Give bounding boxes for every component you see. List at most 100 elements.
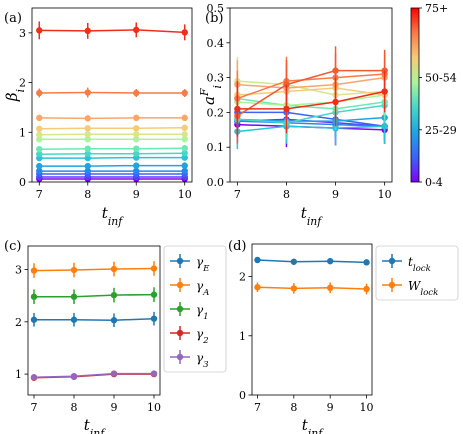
data-point <box>181 149 188 157</box>
data-point <box>133 167 140 175</box>
data-point <box>30 316 38 323</box>
axes-frame <box>31 7 193 183</box>
legend-label: γ3 <box>196 351 209 370</box>
data-point <box>150 291 158 298</box>
y-axis-label: aFi <box>198 85 224 105</box>
data-point <box>133 89 140 97</box>
series-line <box>257 286 367 290</box>
series-line <box>33 267 155 272</box>
data-point <box>181 29 188 36</box>
x-axis-label: tinf <box>302 416 324 434</box>
data-point <box>181 114 188 122</box>
panel-1: 7 8 9 10 0 1 2 3(a) tinf βi <box>3 7 193 228</box>
series-line <box>39 127 185 130</box>
data-point <box>84 125 91 132</box>
series-3 <box>30 287 158 305</box>
data-point <box>110 291 118 299</box>
data-point <box>36 114 43 122</box>
x-tick-label: 9 <box>332 188 339 201</box>
series-line <box>33 372 154 378</box>
data-point <box>84 145 91 152</box>
y-tick-label: 1 <box>239 330 246 343</box>
data-point <box>181 89 188 97</box>
data-point <box>363 285 370 293</box>
series-line <box>39 156 185 159</box>
data-point <box>234 105 241 113</box>
series-line <box>39 164 185 167</box>
data-point <box>133 26 140 34</box>
colorbar <box>410 7 420 183</box>
series-line <box>237 120 385 128</box>
panel-label: (d) <box>228 239 246 254</box>
data-point <box>332 67 339 74</box>
data-point <box>150 315 158 322</box>
data-point <box>133 136 140 143</box>
series-line <box>257 259 367 264</box>
x-tick-label: 8 <box>71 401 78 414</box>
data-point <box>36 162 43 170</box>
data-point <box>36 89 43 97</box>
y-tick-label: 2 <box>239 271 246 284</box>
data-point <box>84 136 91 143</box>
data-point <box>133 150 140 157</box>
legend-box <box>375 245 459 301</box>
data-point <box>133 145 140 152</box>
legend-entry: γ2 <box>170 326 209 346</box>
data-point <box>110 265 118 273</box>
data-point <box>133 114 140 122</box>
axes-frame <box>229 7 393 183</box>
data-point <box>290 285 298 292</box>
panel-label: (b) <box>205 11 223 26</box>
data-point <box>84 131 91 138</box>
y-tick-label: 3 <box>19 27 26 40</box>
data-point <box>110 317 118 324</box>
series-line <box>237 76 385 89</box>
series-2 <box>254 282 370 295</box>
x-tick-label: 7 <box>31 401 38 414</box>
y-tick-label: 0.0 <box>207 176 225 189</box>
series-8 <box>36 144 188 153</box>
data-point <box>254 256 261 264</box>
y-tick-label: 1 <box>15 368 22 381</box>
legend-entry: γ1 <box>170 302 209 322</box>
y-tick-label: 0.2 <box>207 106 225 119</box>
legend-label: γ2 <box>196 327 209 346</box>
data-point <box>84 150 91 157</box>
data-point <box>84 89 91 96</box>
legend-entry: Wlock <box>382 278 438 298</box>
legend-entry: γE <box>170 254 210 274</box>
colorbar-label: 50-54 <box>425 72 457 85</box>
series-15 <box>234 70 388 137</box>
x-tick-label: 8 <box>283 188 290 201</box>
data-point <box>84 115 91 122</box>
legend-marker <box>388 257 396 265</box>
legend: γE γA γ1 γ2 γ3 <box>163 245 227 373</box>
panel-4: 7 8 9 10 0 1 2 (d) tinf tlock Wlock <box>228 239 459 434</box>
x-tick-label: 10 <box>178 188 192 201</box>
y-tick-label: 2 <box>19 77 26 90</box>
legend-label: γE <box>196 255 210 274</box>
colorbar-label: 25-29 <box>425 124 457 137</box>
legend-label: γ1 <box>196 303 209 322</box>
data-point <box>84 162 91 170</box>
series-10 <box>36 131 188 138</box>
data-point <box>150 265 158 272</box>
data-point <box>381 88 388 95</box>
series-14 <box>36 21 188 41</box>
data-point <box>70 316 78 323</box>
legend-entry: γ3 <box>170 350 209 370</box>
x-axis-label: tinf <box>84 416 106 434</box>
series-line <box>236 69 385 117</box>
data-point <box>30 267 38 274</box>
data-point <box>381 123 388 130</box>
data-point <box>36 125 43 133</box>
legend-label: tlock <box>408 255 431 274</box>
data-point <box>70 293 78 300</box>
data-point <box>84 27 91 35</box>
data-point <box>36 131 43 138</box>
x-tick-label: 10 <box>147 401 161 414</box>
x-tick-label: 7 <box>254 401 261 414</box>
series-5 <box>30 370 158 381</box>
series-line <box>237 73 385 100</box>
